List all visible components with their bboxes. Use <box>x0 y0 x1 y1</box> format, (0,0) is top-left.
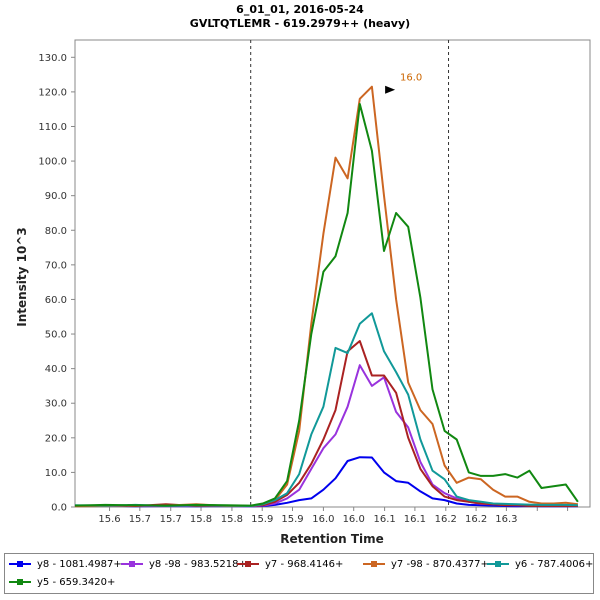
y-tick-label: 40.0 <box>45 364 67 375</box>
legend-label: y5 - 659.3420+ <box>37 576 116 588</box>
peak-label: 16.0 <box>400 73 422 84</box>
legend-swatch <box>235 558 261 570</box>
legend-item: y6 - 787.4006+ <box>485 556 593 572</box>
y-tick-label: 50.0 <box>45 330 67 341</box>
legend-label: y8 - 1081.4987+ <box>37 558 122 570</box>
legend-swatch <box>119 558 145 570</box>
chart-title: 6_01_01, 2016-05-24 <box>236 3 364 16</box>
x-tick-label: 16.2 <box>465 514 487 525</box>
x-tick-label: 15.8 <box>221 514 243 525</box>
y-tick-label: 0.0 <box>51 503 67 514</box>
y-tick-label: 120.0 <box>38 87 67 98</box>
legend-item: y8 - 1081.4987+ <box>7 556 122 572</box>
x-tick-label: 15.6 <box>98 514 120 525</box>
legend-label: y8 -98 - 983.5218+ <box>149 558 247 570</box>
y-tick-label: 30.0 <box>45 399 67 410</box>
x-axis-label: Retention Time <box>280 532 384 546</box>
y-tick-label: 70.0 <box>45 260 67 271</box>
y-tick-label: 80.0 <box>45 226 67 237</box>
x-tick-label: 16.2 <box>435 514 457 525</box>
x-tick-label: 15.9 <box>251 514 273 525</box>
x-tick-label: 16.1 <box>373 514 395 525</box>
y-tick-label: 90.0 <box>45 191 67 202</box>
x-tick-label: 16.0 <box>312 514 334 525</box>
plot-area <box>74 39 591 508</box>
x-tick-label: 15.7 <box>129 514 151 525</box>
legend-item: y5 - 659.3420+ <box>7 574 115 590</box>
series-line-5 <box>74 103 579 507</box>
series-layer <box>74 85 579 508</box>
y-axis-label: Intensity 10^3 <box>15 227 29 327</box>
x-tick-label: 16.3 <box>495 514 517 525</box>
legend-swatch <box>7 558 33 570</box>
x-tick-label: 15.7 <box>160 514 182 525</box>
peak-annotation-layer: 16.0 <box>385 73 422 94</box>
x-tick-label: 16.0 <box>343 514 365 525</box>
peak-marker <box>385 85 396 94</box>
y-tick-label: 130.0 <box>38 53 67 64</box>
y-tick-label: 60.0 <box>45 295 67 306</box>
y-tick-label: 110.0 <box>38 122 67 133</box>
chromatogram-chart: 6_01_01, 2016-05-24 GVLTQTLEMR - 619.297… <box>15 3 591 546</box>
legend-swatch <box>485 558 511 570</box>
y-tick-label: 100.0 <box>38 157 67 168</box>
legend-item: y8 -98 - 983.5218+ <box>119 556 247 572</box>
legend-swatch <box>7 576 33 588</box>
y-tick-label: 10.0 <box>45 468 67 479</box>
legend-item: y7 -98 - 870.4377+ <box>361 556 489 572</box>
legend-item: y7 - 968.4146+ <box>235 556 343 572</box>
chart-subtitle: GVLTQTLEMR - 619.2979++ (heavy) <box>190 17 410 30</box>
y-axis: 0.0 10.0 20.0 30.0 40.0 50.0 60.0 70.0 80.0 90.0 1… <box>38 53 75 514</box>
legend-label: y6 - 787.4006+ <box>515 558 594 570</box>
legend: y8 - 1081.4987+ y8 -98 - 983.5218+ y7 - 96… <box>4 553 594 594</box>
legend-label: y7 - 968.4146+ <box>265 558 344 570</box>
x-tick-label: 15.8 <box>190 514 212 525</box>
x-tick-label: 16.1 <box>404 514 426 525</box>
y-tick-label: 20.0 <box>45 433 67 444</box>
legend-swatch <box>361 558 387 570</box>
legend-label: y7 -98 - 870.4377+ <box>391 558 489 570</box>
x-axis: 15.6 15.7 15.7 15.8 15.8 15.9 15.9 16.0 16.0 16.1… <box>98 507 569 525</box>
x-tick-label: 15.9 <box>281 514 303 525</box>
